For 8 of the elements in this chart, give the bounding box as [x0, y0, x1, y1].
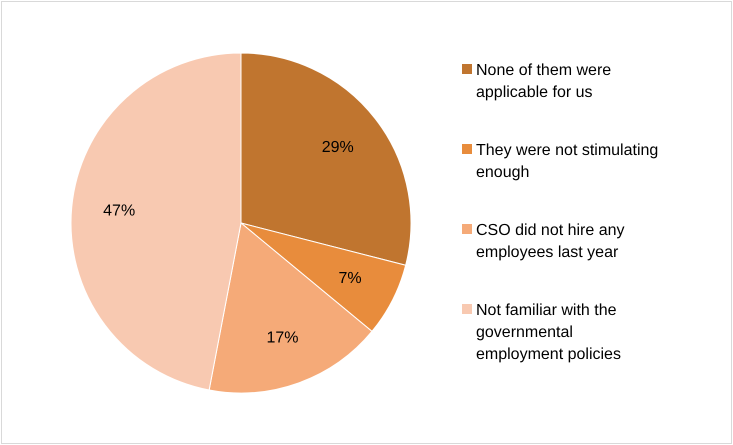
legend-label: Not familiar with the governmental employment policies: [476, 302, 621, 363]
data-label: 47%: [103, 202, 136, 220]
data-label: 7%: [338, 270, 362, 287]
legend-label: None of them were applicable for us: [476, 62, 612, 101]
data-label: 29%: [322, 139, 354, 156]
data-label: 17%: [266, 329, 298, 346]
legend-label: They were not stimulating enough: [476, 142, 658, 181]
legend-label: CSO did not hire any employees last year: [476, 222, 625, 261]
